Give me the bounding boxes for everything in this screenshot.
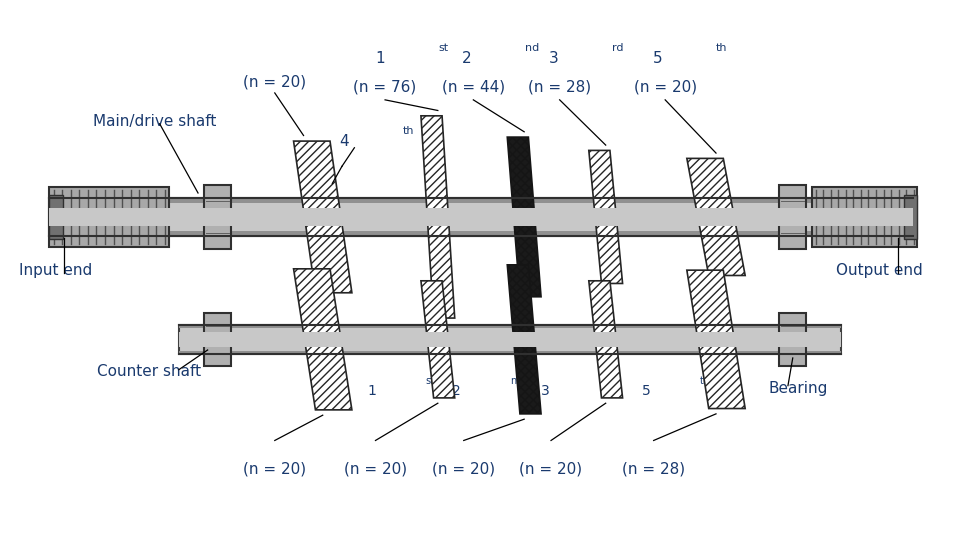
Bar xyxy=(49,214,912,220)
Text: st: st xyxy=(438,43,449,53)
Text: (n = 44): (n = 44) xyxy=(441,80,505,95)
Text: th: th xyxy=(715,43,727,53)
Polygon shape xyxy=(686,270,745,409)
Polygon shape xyxy=(421,116,455,318)
Bar xyxy=(903,195,917,239)
Bar xyxy=(49,187,169,247)
Bar xyxy=(179,325,840,354)
Text: Counter shaft: Counter shaft xyxy=(97,364,201,379)
Bar xyxy=(49,198,912,235)
Text: 5: 5 xyxy=(652,51,661,66)
Text: th: th xyxy=(402,126,413,136)
Text: (n = 28): (n = 28) xyxy=(622,462,684,477)
Bar xyxy=(179,350,840,354)
Text: Input end: Input end xyxy=(18,263,92,278)
Text: (n = 20): (n = 20) xyxy=(431,462,495,477)
Text: (n = 20): (n = 20) xyxy=(243,74,306,89)
Bar xyxy=(49,208,912,226)
Bar xyxy=(49,198,912,203)
Bar xyxy=(204,185,231,249)
Bar xyxy=(811,187,917,247)
Text: 3: 3 xyxy=(549,51,558,66)
Polygon shape xyxy=(293,141,352,293)
Polygon shape xyxy=(588,150,622,284)
Text: 4: 4 xyxy=(338,134,348,149)
Text: (n = 20): (n = 20) xyxy=(633,80,696,95)
Bar xyxy=(204,313,231,366)
Text: 2: 2 xyxy=(461,51,471,66)
Bar xyxy=(49,195,62,239)
Bar xyxy=(179,332,840,347)
Text: 2: 2 xyxy=(452,384,460,398)
Polygon shape xyxy=(506,137,540,297)
Text: (n = 28): (n = 28) xyxy=(528,80,591,95)
Text: 3: 3 xyxy=(540,384,549,398)
Polygon shape xyxy=(293,269,352,410)
Text: th: th xyxy=(699,376,709,386)
Bar xyxy=(778,185,805,249)
Text: Bearing: Bearing xyxy=(768,381,827,396)
Polygon shape xyxy=(506,265,540,414)
Text: rd: rd xyxy=(598,376,607,386)
Text: (n = 20): (n = 20) xyxy=(519,462,582,477)
Text: nd: nd xyxy=(525,43,539,53)
Text: 5: 5 xyxy=(642,384,651,398)
Text: nd: nd xyxy=(509,376,522,386)
Text: (n = 20): (n = 20) xyxy=(243,462,306,477)
Text: (n = 20): (n = 20) xyxy=(344,462,407,477)
Bar xyxy=(179,324,840,328)
Text: (n = 76): (n = 76) xyxy=(353,80,416,95)
Text: 1: 1 xyxy=(375,51,384,66)
Text: Output end: Output end xyxy=(835,263,922,278)
Text: Main/drive shaft: Main/drive shaft xyxy=(92,113,215,128)
Text: rd: rd xyxy=(612,43,624,53)
Polygon shape xyxy=(588,281,622,398)
Polygon shape xyxy=(686,158,745,276)
Bar xyxy=(49,231,912,235)
Bar xyxy=(778,313,805,366)
Polygon shape xyxy=(421,281,455,398)
Text: 1: 1 xyxy=(367,384,377,398)
Text: st: st xyxy=(425,376,434,386)
